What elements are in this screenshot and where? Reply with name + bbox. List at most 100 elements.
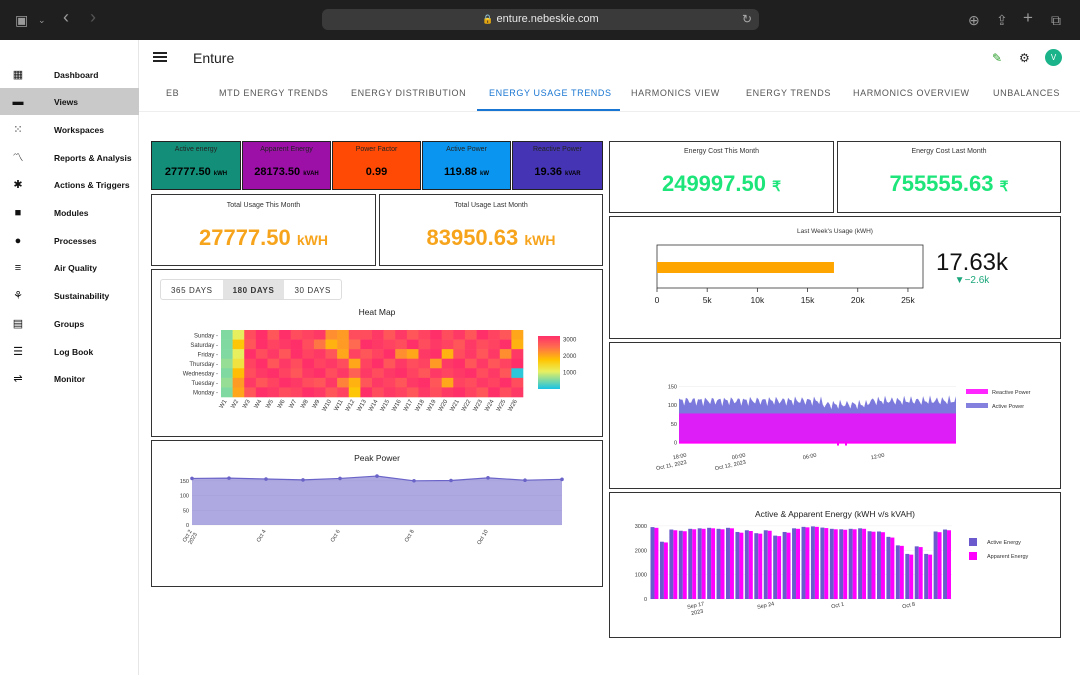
sidebar-item-label: Groups — [54, 318, 85, 329]
x-tick: 20k — [851, 295, 865, 305]
heatmap-cell — [313, 358, 326, 369]
range-button-group: 365 DAYS 180 DAYS 30 DAYS — [160, 279, 342, 300]
sidebar-item-reports-analysis[interactable]: 〽 Reports & Analysis — [0, 144, 139, 171]
sidebar-item-dashboard[interactable]: ▦ Dashboard — [0, 61, 139, 88]
apparent-energy-bar — [786, 532, 791, 599]
heatmap-cell — [232, 339, 245, 350]
sidebar-item-air-quality[interactable]: ≡ Air Quality — [0, 254, 139, 281]
sidebar-item-sustainability[interactable]: ⚘ Sustainability — [0, 282, 139, 309]
kpi-label: Apparent Energy — [260, 146, 313, 153]
heatmap-cell — [511, 330, 524, 340]
x-tick-line: Oct 2 — [182, 529, 194, 543]
heatmap-cell — [511, 349, 524, 360]
heatmap-cell — [337, 358, 350, 369]
heatmap-cell — [418, 387, 431, 398]
range-180-days-button[interactable]: 180 DAYS — [222, 280, 285, 299]
sidebar-item-groups[interactable]: ▤ Groups — [0, 310, 139, 337]
sidebar-item-processes[interactable]: ● Processes — [0, 227, 139, 254]
x-tick: Oct 8 — [404, 529, 416, 543]
apparent-energy-bar — [843, 529, 848, 599]
chevron-down-icon[interactable]: ⌄ — [38, 15, 46, 25]
menu-icon[interactable] — [153, 52, 167, 62]
x-tick-line: 2023 — [188, 532, 199, 546]
x-tick-line: 18:00 — [672, 453, 687, 462]
heatmap-cell — [464, 368, 477, 379]
apparent-energy-bar — [682, 531, 687, 599]
sidebar-item-label: Air Quality — [54, 262, 97, 273]
sidebar-item-label: Log Book — [54, 346, 94, 357]
tab-energy-trends[interactable]: ENERGY TRENDS — [746, 88, 831, 98]
heatmap-cell — [360, 377, 373, 388]
download-icon[interactable]: ⊕ — [968, 12, 980, 28]
heatmap-cell — [441, 377, 454, 388]
apparent-energy-bar — [890, 537, 895, 599]
heatmap-cell — [348, 377, 361, 388]
range-30-days-button[interactable]: 30 DAYS — [294, 286, 331, 295]
tab-unbalances[interactable]: UNBALANCES — [993, 88, 1061, 98]
heatmap-cell — [348, 368, 361, 379]
heatmap-cell — [441, 368, 454, 379]
heatmap-cell — [313, 349, 326, 360]
column-label: W2 — [230, 398, 240, 409]
forward-icon[interactable]: › — [90, 7, 96, 27]
peak-power-point — [560, 477, 564, 482]
heatmap-cell — [325, 339, 338, 350]
tab-harmonics-view[interactable]: HARMONICS VIEW — [631, 88, 720, 98]
gear-icon[interactable]: ⚙ — [1019, 51, 1030, 65]
address-bar[interactable]: 🔒 enture.nebeskie.com ↻ — [322, 9, 759, 30]
heatmap-cell — [337, 377, 350, 388]
usage-this-month-value: 27777.50 kWH — [198, 225, 328, 250]
heatmap-cell — [476, 377, 489, 388]
tab-mtd-energy-trends[interactable]: MTD ENERGY TRENDS — [219, 88, 329, 98]
heatmap-cell — [476, 339, 489, 350]
heatmap-cell — [279, 368, 291, 379]
new-tab-icon[interactable]: + — [1023, 8, 1033, 27]
heatmap-cell — [221, 358, 233, 369]
back-icon[interactable]: ‹ — [63, 7, 69, 27]
kpi-value: 27777.50 kWH — [164, 166, 228, 178]
heatmap-cell — [499, 377, 512, 388]
heatmap-cell — [290, 349, 303, 360]
sidebar-item-monitor[interactable]: ⇌ Monitor — [0, 365, 139, 392]
sidebar-item-workspaces[interactable]: ⁙ Workspaces — [0, 116, 139, 143]
range-365-days-button[interactable]: 365 DAYS — [171, 286, 213, 295]
tab-energy-usage-trends[interactable]: ENERGY USAGE TRENDS — [489, 88, 612, 98]
sidebar-toggle-icon[interactable]: ▣ — [15, 12, 29, 28]
heatmap-cell — [232, 368, 245, 379]
tab-eb[interactable]: EB — [166, 88, 180, 98]
pencil-icon[interactable]: ✎ — [992, 51, 1003, 65]
heatmap-cell — [337, 387, 350, 398]
active-energy-bar — [697, 528, 702, 599]
peak-power-point — [190, 476, 194, 481]
sidebar-item-modules[interactable]: ■ Modules — [0, 199, 139, 226]
active-energy-bar — [782, 531, 787, 599]
x-tick-line: 12:00 — [870, 453, 885, 462]
active-energy-bar — [659, 541, 664, 599]
sidebar-item-views[interactable]: ▬ Views — [0, 88, 139, 115]
tab-energy-distribution[interactable]: ENERGY DISTRIBUTION — [351, 88, 467, 98]
y-tick: 0 — [644, 597, 647, 603]
cost-this-month-label: Energy Cost This Month — [684, 148, 759, 155]
active-energy-bar — [726, 527, 730, 599]
x-tick: 00:00Oct 12, 2023 — [713, 453, 748, 473]
kpi-active-energy: Active energy 27777.50 kWH — [151, 141, 241, 190]
apparent-energy-bar — [777, 536, 782, 599]
heatmap-cell — [395, 358, 408, 369]
apparent-energy-bar — [928, 554, 933, 599]
tab-harmonics-overview[interactable]: HARMONICS OVERVIEW — [853, 88, 970, 98]
tabs-overview-icon[interactable]: ⧉ — [1051, 12, 1061, 28]
heatmap-cell — [499, 358, 512, 369]
x-tick: Oct 8 — [902, 602, 916, 611]
heatmap-cell — [221, 387, 233, 398]
y-tick: 100 — [180, 494, 189, 500]
reload-icon[interactable]: ↻ — [741, 12, 752, 26]
share-icon[interactable]: ⇪ — [996, 12, 1008, 28]
avatar[interactable]: V — [1045, 49, 1062, 66]
heatmap-cell — [383, 358, 396, 369]
heatmap-cell — [453, 339, 466, 350]
heatmap-cell — [279, 358, 291, 369]
heatmap-cell — [302, 339, 315, 350]
heatmap-cell — [279, 377, 291, 388]
sidebar-item-actions-triggers[interactable]: ✱ Actions & Triggers — [0, 171, 139, 198]
sidebar-item-log-book[interactable]: ☰ Log Book — [0, 338, 139, 365]
